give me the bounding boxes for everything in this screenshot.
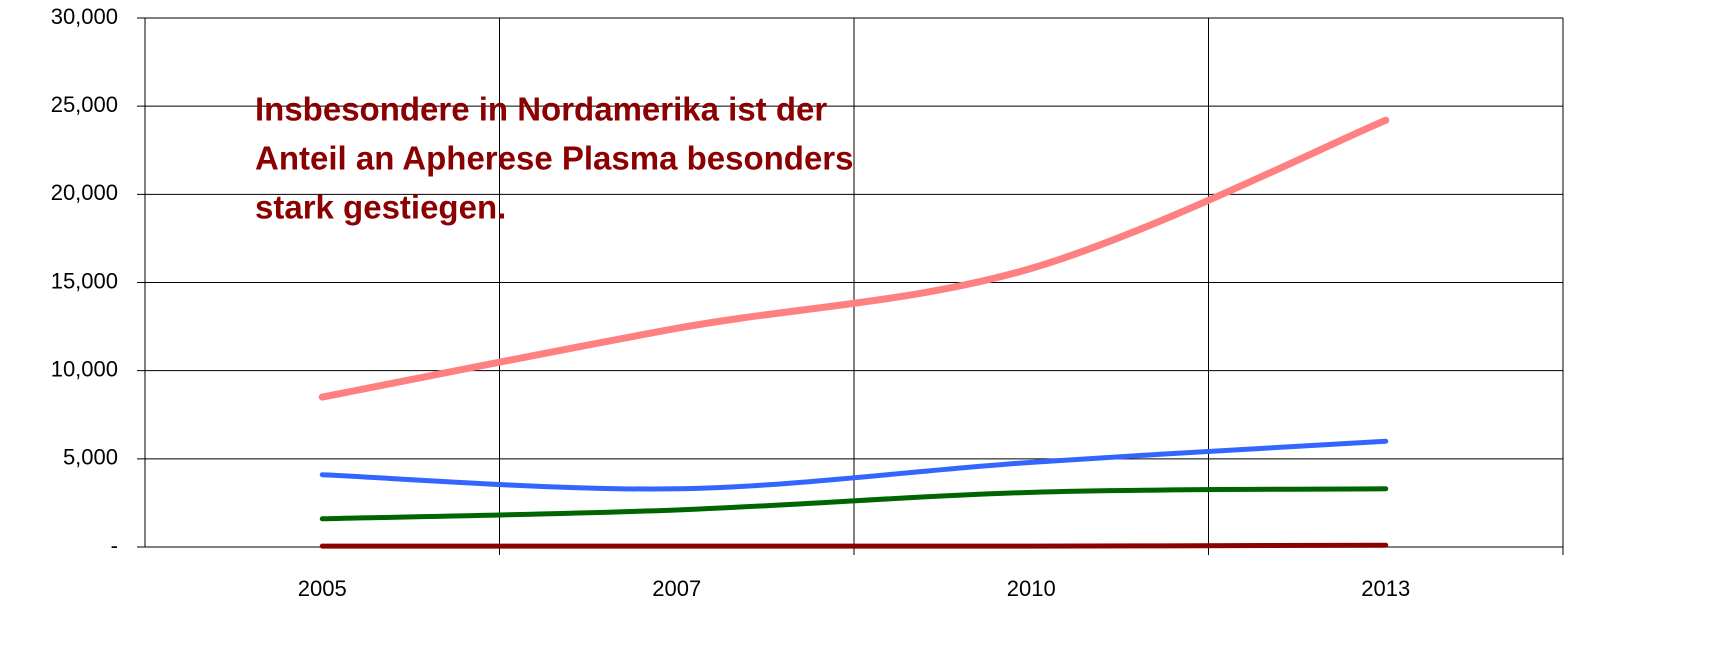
x-tick-label: 2007	[652, 576, 701, 601]
y-tick-label: 10,000	[51, 356, 118, 381]
x-tick-label: 2010	[1007, 576, 1056, 601]
y-tick-label: 25,000	[51, 92, 118, 117]
y-tick-label: 30,000	[51, 4, 118, 29]
series-line	[318, 116, 1390, 401]
annotation: Insbesondere in Nordamerika ist der	[255, 91, 827, 128]
x-tick-label: 2013	[1361, 576, 1410, 601]
y-tick-label: 5,000	[63, 445, 118, 470]
annotation: Anteil an Apherese Plasma besonders	[255, 140, 854, 177]
y-tick-label: 15,000	[51, 268, 118, 293]
y-tick-label: -	[111, 533, 118, 558]
y-tick-label: 20,000	[51, 180, 118, 205]
series-line	[319, 542, 1389, 549]
series-line	[319, 438, 1389, 492]
x-tick-label: 2005	[298, 576, 347, 601]
annotation: stark gestiegen.	[255, 189, 506, 226]
series-line	[319, 486, 1389, 522]
